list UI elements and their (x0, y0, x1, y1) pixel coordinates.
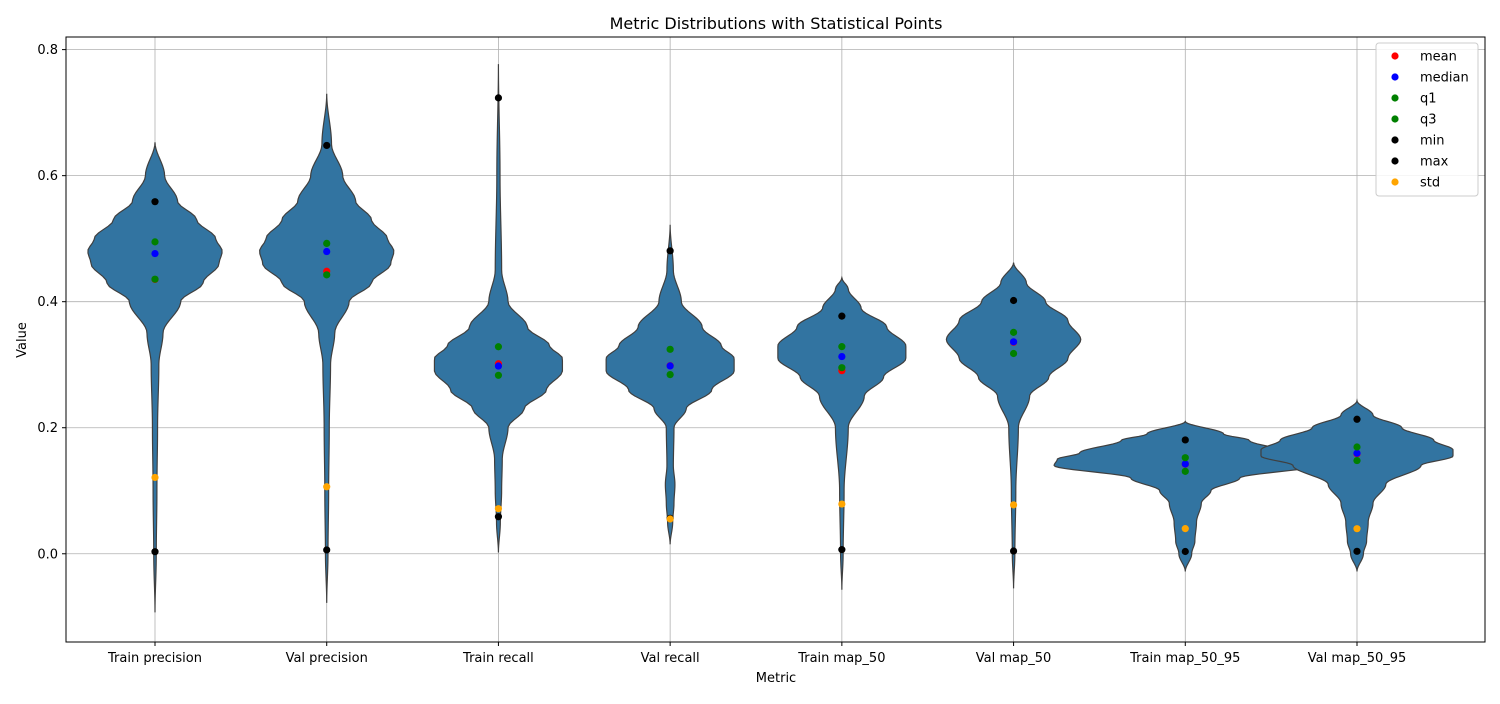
point-median (838, 352, 846, 361)
point-max (666, 247, 674, 255)
y-tick-label: 0.2 (37, 421, 58, 436)
point-q1 (494, 371, 503, 379)
y-axis-label: Value (15, 322, 30, 358)
violin-6 (945, 262, 1082, 589)
point-std (151, 473, 159, 482)
violin-1 (87, 142, 223, 613)
legend-label: q1 (1420, 92, 1437, 107)
legend-marker (1391, 178, 1399, 186)
point-median (1353, 449, 1361, 457)
point-q1 (838, 364, 846, 372)
point-std (494, 505, 503, 513)
legend-marker (1391, 52, 1399, 60)
point-q1 (1009, 349, 1018, 358)
x-tick-label: Val map_50 (976, 651, 1052, 666)
legend-box (1375, 42, 1479, 197)
point-q3 (1181, 454, 1189, 462)
point-std (666, 515, 674, 523)
legend-label: mean (1420, 50, 1457, 65)
point-q3 (151, 238, 159, 246)
chart-title: Metric Distributions with Statistical Po… (610, 14, 943, 33)
point-q1 (323, 271, 331, 279)
point-min (1353, 547, 1361, 555)
point-std (1353, 525, 1361, 533)
point-std (323, 483, 331, 491)
legend-label: max (1420, 155, 1449, 170)
point-q3 (1009, 328, 1018, 336)
violins (87, 64, 1454, 613)
axis-ticks: 0.0 0.2 0.4 0.6 0.8 Train precision Val precis… (37, 43, 1406, 666)
point-min (151, 548, 159, 556)
point-max (1353, 415, 1361, 423)
legend-marker (1391, 115, 1399, 123)
point-median (666, 362, 674, 370)
stat-points (151, 94, 1361, 556)
point-min (323, 546, 331, 554)
legend-label: q3 (1420, 113, 1437, 128)
legend-label: min (1420, 134, 1445, 149)
point-max (1181, 436, 1189, 444)
point-max (494, 94, 503, 102)
point-median (1009, 338, 1018, 346)
point-min (838, 546, 846, 554)
point-max (151, 198, 159, 206)
point-q3 (666, 345, 674, 353)
point-min (1181, 547, 1189, 556)
point-median (494, 362, 503, 370)
grid-lines (66, 37, 1485, 642)
violin-8 (1260, 398, 1454, 572)
x-tick-label: Val recall (641, 651, 700, 666)
x-tick-label: Val map_50_95 (1308, 651, 1407, 666)
legend-marker (1391, 157, 1399, 165)
y-tick-label: 0.8 (37, 43, 58, 58)
point-q1 (1181, 467, 1189, 475)
point-max (838, 312, 846, 320)
point-q3 (1353, 443, 1361, 451)
y-tick-label: 0.4 (37, 295, 58, 310)
legend-label: std (1420, 176, 1440, 191)
x-tick-label: Val precision (286, 651, 368, 666)
point-std (1009, 501, 1018, 509)
y-tick-label: 0.6 (37, 169, 58, 184)
point-q3 (323, 239, 331, 247)
violin-4 (605, 224, 735, 545)
x-tick-label: Train map_50_95 (1129, 651, 1240, 666)
plot-frame (65, 36, 1486, 643)
y-tick-label: 0.0 (37, 547, 58, 562)
point-median (151, 249, 159, 258)
violin-7 (1053, 420, 1318, 572)
violin-5 (777, 275, 907, 590)
point-q1 (151, 275, 159, 283)
legend-marker (1391, 73, 1399, 81)
point-q1 (666, 371, 674, 379)
legend-marker (1391, 94, 1399, 102)
point-min (494, 513, 503, 521)
legend: mean median q1 q3 min max std (1375, 42, 1479, 197)
violin-2 (259, 93, 395, 603)
violin-3 (433, 64, 564, 553)
legend-label: median (1420, 71, 1469, 86)
point-min (1009, 547, 1018, 555)
point-max (1009, 296, 1018, 305)
point-std (1181, 525, 1189, 533)
x-tick-label: Train map_50 (797, 651, 885, 666)
x-tick-label: Train precision (107, 651, 202, 666)
point-max (323, 141, 331, 150)
x-tick-label: Train recall (462, 651, 534, 666)
x-axis-label: Metric (756, 671, 796, 686)
point-median (323, 247, 331, 256)
point-median (1181, 460, 1189, 468)
point-q3 (838, 343, 846, 351)
point-q1 (1353, 456, 1361, 465)
point-q3 (494, 343, 503, 351)
point-std (838, 500, 846, 508)
legend-marker (1391, 136, 1399, 144)
